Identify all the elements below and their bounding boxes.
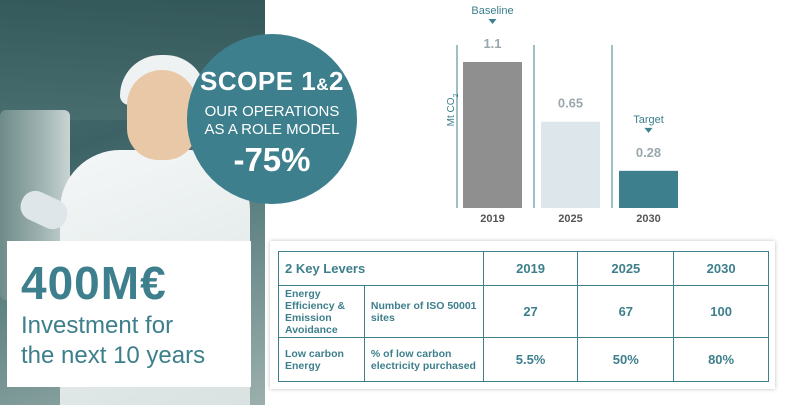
value-cell: 80% (673, 337, 769, 382)
investment-line2: the next 10 years (21, 342, 206, 369)
table-header-row: 2 Key Levers 2019 2025 2030 (278, 251, 769, 286)
scope-num: 2 (329, 66, 344, 96)
value-cell: 27 (482, 285, 579, 338)
y-axis-label: Mt CO2 (446, 94, 460, 127)
data-label: 0.65 (558, 96, 583, 111)
table-row: Energy Efficiency & Emission Avoidance N… (278, 285, 769, 338)
lever-cell: Energy Efficiency & Emission Avoidance (278, 285, 365, 338)
scope-circle: SCOPE 1&2 OUR OPERATIONS AS A ROLE MODEL… (187, 34, 357, 204)
investment-line1: Investment for (21, 312, 174, 339)
investment-amount: 400M€ (21, 257, 167, 309)
scope-amp: & (316, 75, 330, 94)
scope-title: SCOPE 1&2 (187, 67, 357, 99)
data-label: 0.28 (636, 145, 661, 160)
annotation-label: Target (633, 114, 664, 126)
y-axis-label-subscript: 2 (453, 94, 460, 98)
emissions-chart: Mt CO2 1.1 2019 0.65 2025 0.28 2030 Baseline Tar… (446, 5, 678, 225)
photo-person-head (127, 70, 197, 160)
metric-cell: % of low carbon electricity purchased (363, 337, 484, 382)
table-header-year: 2025 (577, 251, 675, 286)
key-levers-panel: 2 Key Levers 2019 2025 2030 Energy Effic… (270, 241, 775, 389)
scope-line2: AS A ROLE MODEL (204, 121, 340, 138)
metric-cell: Number of ISO 50001 sites (363, 285, 484, 338)
annotation-label: Baseline (471, 5, 513, 17)
investment-box: 400M€ Investment for the next 10 years (7, 241, 251, 387)
data-label: 1.1 (483, 36, 501, 51)
scope-line1: OUR OPERATIONS (204, 103, 340, 120)
scope-percent: -75% (233, 141, 311, 178)
x-tick-label: 2019 (480, 213, 504, 225)
annotation-arrow-icon (644, 127, 653, 133)
x-tick-label: 2030 (636, 213, 660, 225)
bar-2019 (463, 62, 522, 208)
x-tick-label: 2025 (558, 213, 582, 225)
value-cell: 5.5% (482, 337, 579, 382)
lever-cell: Low carbon Energy (278, 337, 365, 382)
bar-2025 (541, 121, 600, 208)
table-header-title: 2 Key Levers (278, 251, 484, 286)
value-cell: 50% (577, 337, 675, 382)
value-cell: 100 (673, 285, 769, 338)
table-row: Low carbon Energy % of low carbon electr… (278, 337, 769, 382)
table-header-year: 2019 (482, 251, 579, 286)
table-header-year: 2030 (673, 251, 769, 286)
scope-main: SCOPE 1 (200, 66, 317, 96)
key-levers-table: 2 Key Levers 2019 2025 2030 Energy Effic… (278, 251, 769, 382)
bar-2030 (619, 170, 678, 208)
annotation-arrow-icon (488, 19, 497, 24)
value-cell: 67 (577, 285, 675, 338)
